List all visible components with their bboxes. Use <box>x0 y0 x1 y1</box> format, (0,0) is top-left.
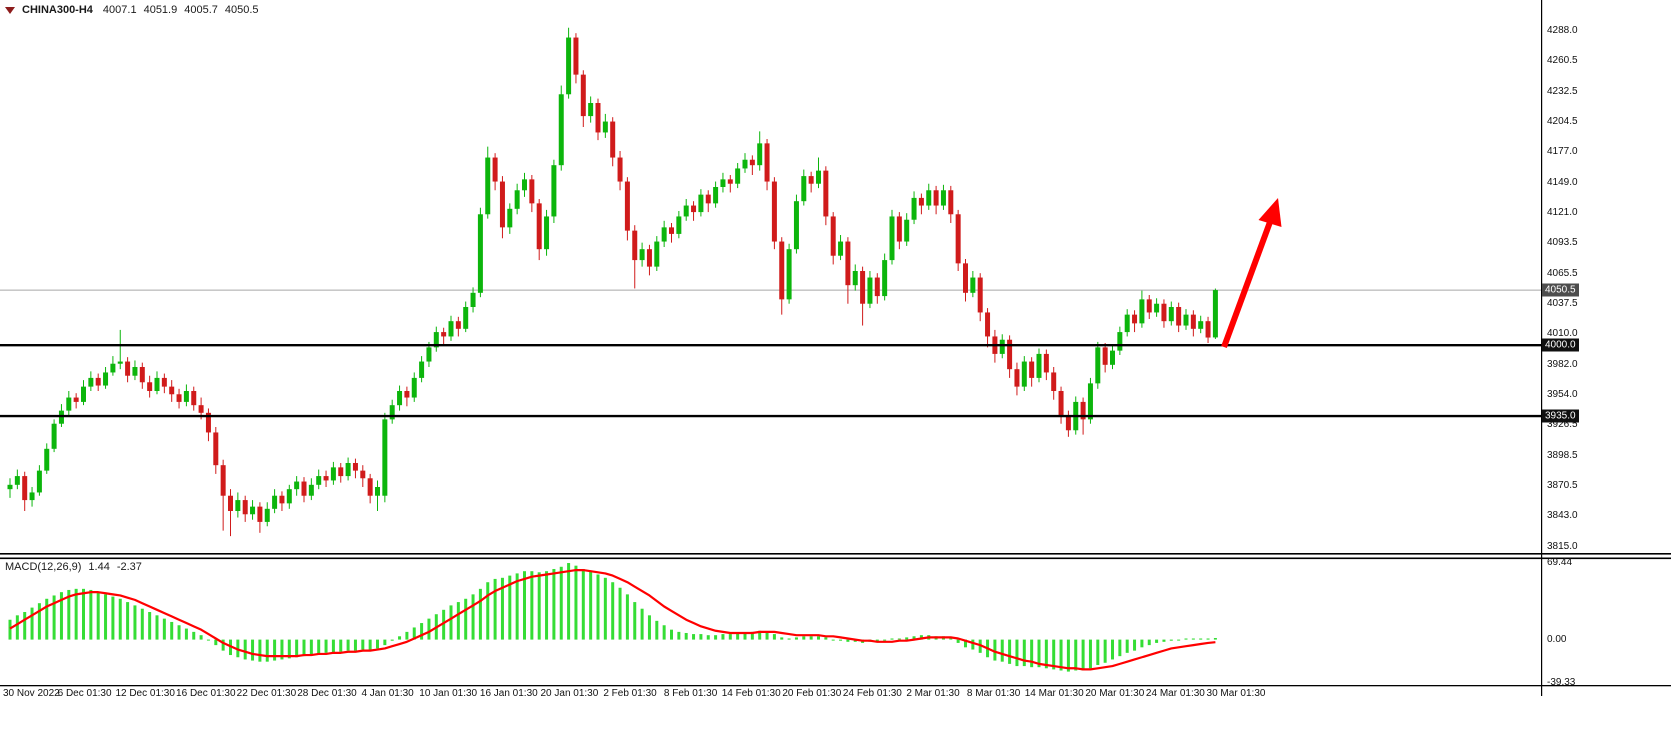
macd-signal-value: -2.37 <box>116 561 142 573</box>
panel-borders <box>0 0 1671 696</box>
price-axis-label: 3954.0 <box>1547 389 1578 401</box>
time-axis-label: 6 Dec 01:30 <box>57 688 112 699</box>
time-axis-label: 30 Mar 01:30 <box>1206 688 1266 699</box>
price-axis-label: 4121.0 <box>1547 207 1578 219</box>
hline-price-badge: 3935.0 <box>1542 409 1579 423</box>
time-axis-label: 20 Mar 01:30 <box>1085 688 1145 699</box>
macd-signal-line <box>9 568 1216 671</box>
macd-indicator-label: MACD(12,26,9) 1.44 -2.37 <box>5 561 142 573</box>
bid-price-badge: 4050.5 <box>1542 283 1579 297</box>
time-axis-label: 28 Dec 01:30 <box>297 688 357 699</box>
price-axis-label: 4232.5 <box>1547 85 1578 97</box>
price-axis-label: 3898.5 <box>1547 449 1578 461</box>
time-axis-label: 2 Feb 01:30 <box>603 688 657 699</box>
price-axis-label: 4093.5 <box>1547 237 1578 249</box>
time-axis-label: 24 Mar 01:30 <box>1145 688 1205 699</box>
symbol-triangle-icon[interactable] <box>5 6 15 14</box>
time-axis-label: 8 Feb 01:30 <box>663 688 718 699</box>
macd-axis-label: 0.00 <box>1547 633 1567 645</box>
macd-main-value: 1.44 <box>88 561 110 573</box>
macd-histogram <box>8 563 1217 672</box>
time-axis-label: 16 Dec 01:30 <box>176 688 236 699</box>
time-axis-label: 14 Feb 01:30 <box>721 688 781 699</box>
time-axis-label: 16 Jan 01:30 <box>479 688 538 699</box>
macd-axis-label: -39.33 <box>1547 676 1576 688</box>
price-axis-label: 4149.0 <box>1547 176 1578 188</box>
ohlc-low: 4005.7 <box>184 4 218 16</box>
price-axis-label: 3926.5 <box>1547 419 1578 431</box>
time-axis-label: 10 Jan 01:30 <box>419 688 478 699</box>
ohlc-open: 4007.1 <box>102 4 137 16</box>
time-axis-label: 4 Jan 01:30 <box>361 688 414 699</box>
hline-price-badge: 4000.0 <box>1542 338 1579 352</box>
price-axis-label: 4177.0 <box>1547 146 1578 158</box>
price-axis-label: 4010.0 <box>1547 328 1578 340</box>
time-axis-label: 30 Nov 2022 <box>3 688 60 699</box>
time-axis-label: 14 Mar 01:30 <box>1024 688 1084 699</box>
price-axis-label: 4037.5 <box>1547 298 1578 310</box>
horizontal-level-lines[interactable] <box>0 343 1541 418</box>
time-axis-label: 22 Dec 01:30 <box>236 688 297 699</box>
price-axis-label: 4065.5 <box>1547 267 1578 279</box>
macd-name: MACD(12,26,9) <box>5 561 82 573</box>
symbol-header: CHINA300-H4 4007.1 4051.9 4005.7 4050.5 <box>5 4 266 16</box>
trend-arrow-annotation[interactable] <box>1221 198 1282 349</box>
ohlc-high: 4051.9 <box>143 4 178 16</box>
time-axis-label: 8 Mar 01:30 <box>966 688 1021 699</box>
price-axis-label: 4288.0 <box>1547 25 1578 36</box>
time-axis-label: 12 Dec 01:30 <box>115 688 175 699</box>
price-axis-label: 4204.5 <box>1547 116 1578 128</box>
price-axis-label: 3815.0 <box>1547 540 1578 552</box>
time-axis-label: 2 Mar 01:30 <box>906 688 960 699</box>
price-axis-label: 3843.0 <box>1547 510 1578 522</box>
price-axis-label: 3982.0 <box>1547 358 1578 370</box>
candlesticks <box>7 27 1218 537</box>
time-axis-label: 20 Feb 01:30 <box>782 688 842 699</box>
symbol-name: CHINA300-H4 <box>22 4 93 16</box>
time-axis-label: 24 Feb 01:30 <box>842 688 902 699</box>
price-axis-label: 3870.5 <box>1547 480 1578 492</box>
price-axis-label: 4260.5 <box>1547 54 1578 66</box>
macd-axis-label: 69.44 <box>1547 556 1573 568</box>
ohlc-close: 4050.5 <box>224 4 259 16</box>
time-axis-label: 20 Jan 01:30 <box>540 688 599 699</box>
